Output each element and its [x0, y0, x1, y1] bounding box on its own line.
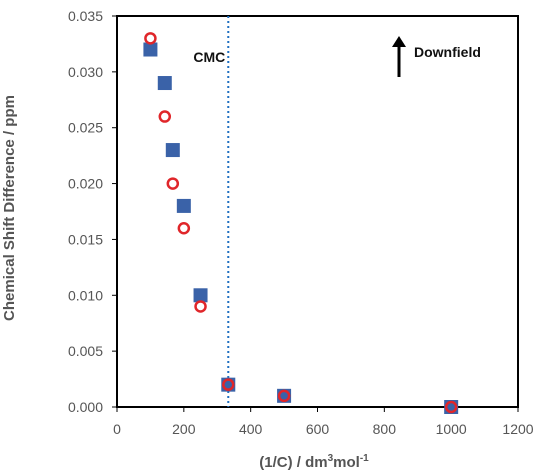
- y-tick-label: 0.035: [68, 8, 103, 24]
- x-axis-title-sup-2: -1: [360, 453, 369, 464]
- square-marker: [165, 143, 180, 158]
- up-arrow-icon: [392, 36, 406, 77]
- y-tick-label: 0.020: [68, 176, 103, 192]
- x-tick-label: 800: [373, 421, 397, 437]
- circle-marker: [277, 389, 291, 403]
- circle-marker: [444, 400, 458, 414]
- y-tick-label: 0.025: [68, 120, 103, 136]
- y-tick-label: 0.015: [68, 231, 103, 247]
- x-tick-label: 0: [113, 421, 121, 437]
- square-marker: [176, 198, 191, 213]
- square-marker: [157, 76, 172, 91]
- circle-marker: [177, 222, 191, 235]
- y-tick-label: 0.010: [68, 287, 103, 303]
- downfield-annotation: Downfield: [392, 36, 481, 77]
- x-tick-label: 600: [306, 421, 330, 437]
- axis-ticks: 0 200 400 600 800 1000 1200 0.000 0.005 0.010 0.01…: [68, 8, 534, 437]
- y-tick-label: 0.000: [68, 399, 103, 415]
- square-marker: [193, 288, 208, 303]
- y-tick-label: 0.030: [68, 64, 103, 80]
- y-tick-label: 0.005: [68, 343, 103, 359]
- x-tick-label: 1000: [436, 421, 467, 437]
- downfield-label: Downfield: [414, 44, 481, 60]
- circle-marker: [222, 378, 235, 391]
- circle-marker: [158, 110, 172, 123]
- x-axis-title-sup-1: 3: [328, 453, 334, 464]
- circle-marker: [144, 32, 157, 45]
- x-tick-label: 400: [239, 421, 263, 437]
- square-marker: [143, 42, 158, 57]
- x-axis-title: (1/C) / dm3mol-1: [259, 453, 369, 471]
- cmc-annotation: CMC: [193, 16, 230, 407]
- x-tick-label: 200: [172, 421, 196, 437]
- x-tick-label: 1200: [502, 421, 533, 437]
- series-circles: [144, 32, 458, 414]
- y-axis-title: Chemical Shift Difference / ppm: [1, 95, 18, 321]
- cmc-label: CMC: [193, 49, 225, 65]
- x-axis-title-part-1: (1/C) / dm: [259, 454, 327, 471]
- circle-marker: [194, 300, 207, 313]
- circle-marker: [166, 177, 180, 190]
- x-axis-title-part-2: mol: [333, 454, 360, 471]
